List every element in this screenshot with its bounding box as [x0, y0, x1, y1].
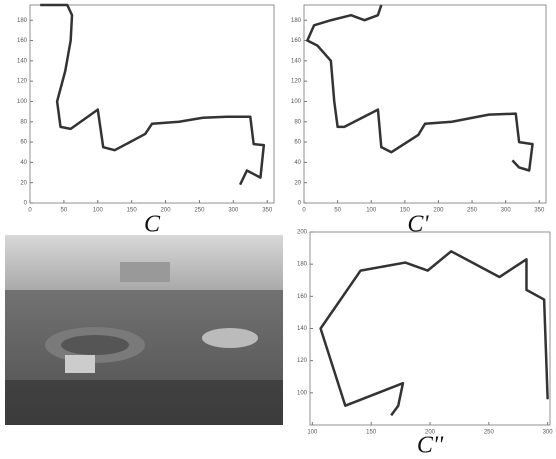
aerial-photo — [5, 235, 283, 425]
y-tick-label: 40 — [20, 160, 27, 166]
x-tick-label: 150 — [127, 208, 138, 214]
y-tick-label: 180 — [17, 18, 28, 24]
plot: 0 20 40 60 80 100 120 140 160 180 0 50 100 150 200 250 3… — [17, 3, 275, 238]
curve — [319, 250, 549, 417]
x-tick-label: 300 — [228, 208, 239, 214]
plot: 100 120 140 160 180 200 100 150 200 250 300 C'' — [297, 230, 553, 459]
y-tick-label: 120 — [297, 358, 308, 364]
y-tick-label: 20 — [20, 180, 27, 186]
y-tick-label: 20 — [294, 180, 301, 186]
x-tick-label: 0 — [28, 208, 32, 214]
y-tick-label: 0 — [24, 201, 28, 207]
x-tick-label: 200 — [433, 208, 444, 214]
x-tick-label: 0 — [302, 208, 306, 214]
caption: C' — [407, 212, 429, 238]
x-tick-label: 100 — [366, 208, 377, 214]
y-tick-label: 60 — [20, 140, 27, 146]
caption: C'' — [417, 433, 444, 459]
y-tick-label: 160 — [297, 294, 308, 300]
y-tick-label: 140 — [17, 58, 28, 64]
y-tick-label: 100 — [17, 99, 28, 105]
axes-box — [303, 4, 547, 204]
axes-box — [29, 4, 275, 204]
x-tick-label: 300 — [501, 208, 512, 214]
y-tick-label: 80 — [20, 119, 27, 125]
x-tick-label: 350 — [534, 208, 545, 214]
x-tick-label: 200 — [425, 430, 436, 436]
y-tick-label: 160 — [17, 38, 28, 44]
x-tick-label: 250 — [484, 430, 495, 436]
y-tick-label: 40 — [294, 160, 301, 166]
caption: C — [144, 212, 161, 238]
y-tick-label: 180 — [297, 262, 308, 268]
y-tick-label: 80 — [294, 119, 301, 125]
y-tick-label: 140 — [297, 326, 308, 332]
x-tick-label: 150 — [400, 208, 411, 214]
x-tick-label: 50 — [61, 208, 68, 214]
curve — [306, 4, 534, 172]
x-tick-label: 50 — [334, 208, 341, 214]
y-tick-label: 120 — [17, 79, 28, 85]
y-tick-label: 140 — [291, 58, 302, 64]
y-tick-label: 100 — [291, 99, 302, 105]
y-tick-label: 100 — [297, 390, 308, 396]
x-tick-label: 250 — [467, 208, 478, 214]
y-tick-label: 200 — [297, 230, 308, 236]
x-tick-label: 250 — [194, 208, 205, 214]
x-tick-label: 100 — [93, 208, 104, 214]
x-tick-label: 100 — [307, 430, 318, 436]
y-tick-label: 0 — [298, 201, 302, 207]
y-tick-label: 60 — [294, 140, 301, 146]
plot: 0 20 40 60 80 100 120 140 160 180 0 50 100 150 200 250 3… — [291, 4, 547, 238]
x-tick-label: 150 — [366, 430, 377, 436]
y-tick-label: 160 — [291, 38, 302, 44]
axes-box — [309, 231, 551, 426]
x-tick-label: 350 — [262, 208, 273, 214]
curve — [40, 3, 266, 186]
y-tick-label: 180 — [291, 18, 302, 24]
x-tick-label: 200 — [161, 208, 172, 214]
x-tick-label: 300 — [543, 430, 554, 436]
y-tick-label: 120 — [291, 79, 302, 85]
